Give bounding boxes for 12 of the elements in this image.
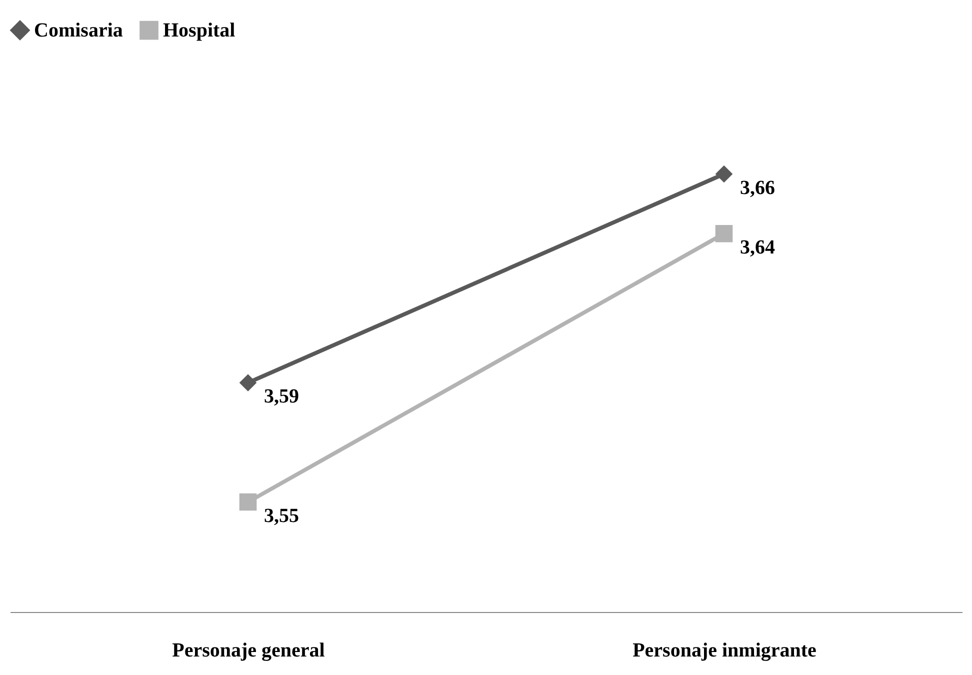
data-label: 3,55 <box>264 505 299 527</box>
point <box>715 165 733 183</box>
legend-label: Comisaria <box>34 19 123 42</box>
data-label: 3,64 <box>740 236 775 259</box>
point <box>715 224 733 242</box>
x-tick-label: Personaje general <box>172 640 326 662</box>
legend-label: Hospital <box>163 19 236 42</box>
x-tick-label: Personaje inmigrante <box>632 640 817 662</box>
point <box>239 374 257 392</box>
data-label: 3,59 <box>264 386 299 408</box>
data-label: 3,66 <box>740 177 775 199</box>
point <box>239 493 257 511</box>
